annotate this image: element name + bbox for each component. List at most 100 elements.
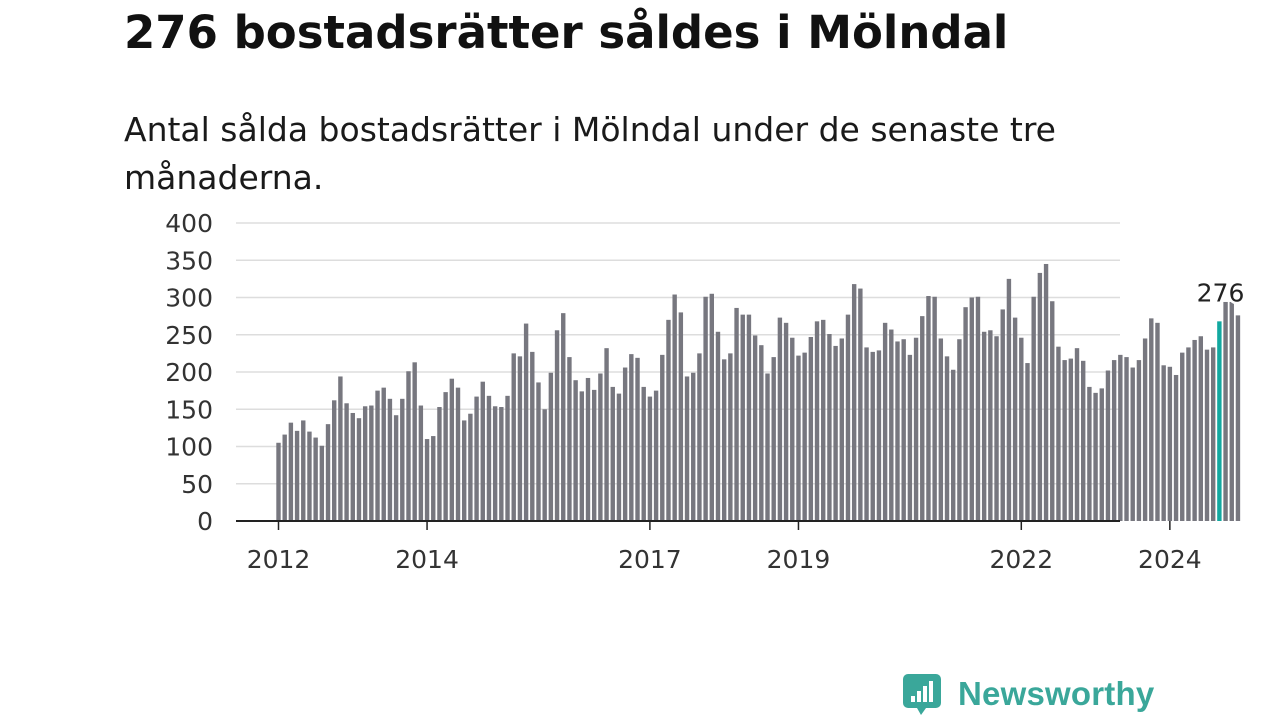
bar	[288, 422, 294, 521]
bar	[951, 369, 956, 521]
bar	[629, 354, 634, 521]
bar	[864, 347, 869, 521]
bar	[1155, 322, 1160, 521]
bar	[1081, 360, 1086, 521]
bar	[827, 334, 832, 521]
bar	[387, 398, 393, 521]
bar	[672, 294, 677, 521]
x-tick-label: 2012	[247, 545, 311, 574]
bar	[598, 373, 603, 521]
bar	[567, 357, 572, 521]
bar	[889, 329, 894, 521]
bar	[604, 348, 609, 521]
bar	[715, 331, 721, 521]
bar	[282, 434, 287, 521]
bar	[765, 373, 770, 521]
bar	[591, 389, 597, 521]
bar	[412, 362, 417, 521]
bar	[1074, 348, 1080, 521]
bar	[1006, 278, 1012, 521]
highlight-value-label: 276	[1197, 278, 1245, 307]
bar	[332, 400, 337, 521]
y-tick-label: 200	[165, 358, 213, 387]
bar	[1105, 370, 1111, 521]
bar	[821, 319, 826, 521]
bar	[1087, 386, 1092, 521]
bar	[400, 398, 405, 521]
bar	[653, 390, 659, 521]
bar	[406, 371, 411, 521]
bar	[381, 387, 386, 521]
bar	[808, 336, 814, 521]
bar	[362, 406, 368, 521]
bar	[1012, 317, 1018, 521]
bar	[554, 330, 560, 521]
bar-chart: 0 50 100 150 200 250 300 350 400 2012 2014 2017 2019…	[165, 209, 1245, 574]
bar	[734, 307, 739, 521]
bar	[851, 284, 857, 521]
newsworthy-bar-chart-logo-icon	[903, 674, 941, 715]
bar	[870, 351, 875, 521]
bar	[369, 405, 374, 521]
bar	[1223, 301, 1228, 521]
bar	[313, 437, 318, 521]
bar	[542, 409, 547, 521]
bar	[839, 338, 844, 521]
bar	[1149, 318, 1154, 521]
bar	[746, 314, 752, 521]
bar	[783, 322, 789, 521]
bar	[462, 420, 467, 521]
bar	[1186, 347, 1191, 521]
bar	[1161, 365, 1166, 521]
bar	[616, 393, 622, 521]
bar	[876, 350, 882, 521]
bar	[963, 307, 968, 521]
bar	[480, 381, 485, 521]
bar	[907, 354, 913, 521]
bar	[530, 351, 535, 521]
bar	[796, 355, 801, 521]
bar	[393, 415, 399, 521]
x-tick-label: 2019	[767, 545, 831, 574]
bar	[474, 396, 479, 521]
bar	[1019, 337, 1024, 521]
bar	[1093, 392, 1098, 521]
bar	[418, 405, 424, 521]
bar	[901, 339, 906, 521]
bar	[1099, 388, 1104, 521]
bar	[1192, 339, 1197, 521]
bar	[1124, 357, 1129, 521]
bar	[697, 353, 702, 521]
x-tick-label: 2014	[395, 545, 459, 574]
bar	[635, 357, 640, 521]
bar	[424, 439, 430, 521]
bar	[344, 403, 349, 521]
bar	[1136, 360, 1142, 521]
bar	[307, 431, 312, 521]
bar	[703, 296, 708, 521]
bar	[802, 352, 807, 521]
bar	[1130, 367, 1135, 521]
bar	[1210, 347, 1216, 521]
bar	[709, 293, 714, 521]
newsworthy-logo: Newsworthy	[902, 670, 1154, 718]
bar	[431, 436, 436, 521]
bar	[1068, 358, 1074, 521]
bar	[833, 345, 838, 521]
bar	[585, 377, 591, 521]
highlight-bar	[1217, 321, 1222, 521]
bar	[678, 312, 684, 521]
bar	[523, 323, 529, 521]
bar	[691, 372, 696, 521]
bar	[920, 316, 925, 521]
bar	[319, 445, 325, 521]
brand-name: Newsworthy	[958, 675, 1155, 712]
bar	[505, 395, 510, 521]
bar	[721, 359, 727, 521]
chart-subtitle: Antal sålda bostadsrätter i Mölndal unde…	[124, 110, 1056, 197]
bar	[449, 378, 455, 521]
bar	[938, 338, 944, 521]
bar	[437, 407, 442, 521]
bar	[338, 376, 343, 521]
bar	[468, 413, 473, 521]
